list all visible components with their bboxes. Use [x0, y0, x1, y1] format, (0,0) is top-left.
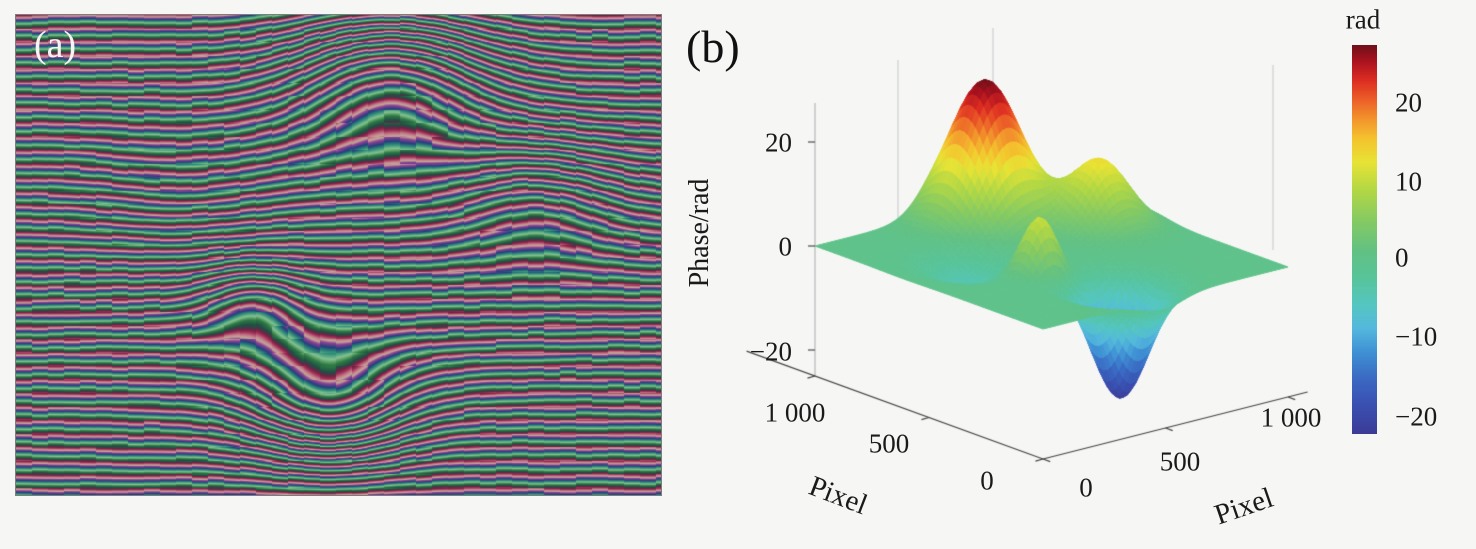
panel-a-label: (a) [34, 24, 77, 66]
surface-plot-canvas [680, 0, 1360, 549]
colorbar-tick-0: 0 [1395, 242, 1409, 273]
x-tick-0: 0 [1079, 472, 1093, 503]
colorbar [1352, 45, 1377, 434]
z-axis-title: Phase/rad [684, 178, 715, 288]
colorbar-tick-20: 20 [1395, 87, 1422, 118]
x-tick-500: 500 [1159, 446, 1201, 477]
y-tick-0: 0 [980, 465, 994, 496]
y-tick-500: 500 [868, 428, 910, 459]
z-tick-neg20: −20 [749, 336, 792, 367]
panel-b-label: (b) [686, 21, 740, 72]
x-tick-1000: 1 000 [1260, 402, 1322, 433]
y-tick-1000: 1 000 [764, 397, 826, 428]
fringe-pattern-canvas [15, 14, 662, 496]
z-tick-20: 20 [765, 127, 792, 158]
colorbar-tick-10: 10 [1395, 166, 1422, 197]
colorbar-tick-neg20: −20 [1395, 401, 1438, 432]
colorbar-tick-neg10: −10 [1395, 321, 1438, 352]
colorbar-title: rad [1345, 4, 1381, 35]
z-tick-0: 0 [778, 231, 793, 262]
